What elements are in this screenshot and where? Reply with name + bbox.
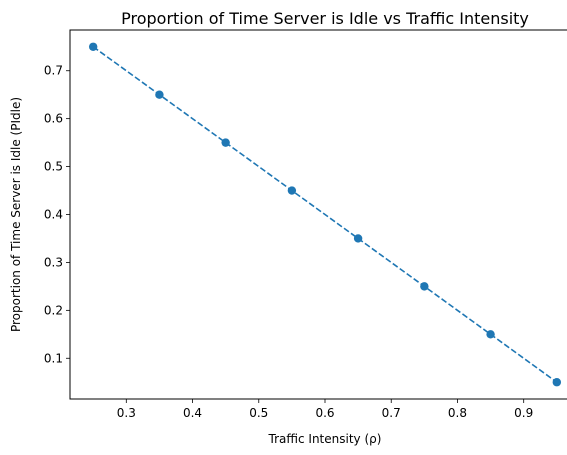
data-point xyxy=(420,282,429,291)
x-tick-label: 0.6 xyxy=(315,406,334,420)
data-point xyxy=(221,138,230,147)
y-tick-label: 0.5 xyxy=(44,160,63,174)
y-axis-label: Proportion of Time Server is Idle (PIdle… xyxy=(9,97,23,332)
plot-frame xyxy=(69,29,567,400)
x-tick-label: 0.8 xyxy=(448,406,467,420)
x-tick-label: 0.7 xyxy=(382,406,401,420)
y-tick-label: 0.4 xyxy=(44,208,63,222)
data-point xyxy=(88,42,98,51)
data-point xyxy=(155,90,164,99)
data-point xyxy=(552,378,562,387)
x-axis-label: Traffic Intensity (ρ) xyxy=(268,432,382,446)
y-tick-label: 0.3 xyxy=(44,255,63,269)
x-tick-label: 0.5 xyxy=(249,406,268,420)
data-point xyxy=(353,234,363,243)
series-line xyxy=(92,46,558,383)
y-axis-ticks: 0.1 0.2 0.3 0.4 0.5 0.6 0.7 xyxy=(44,64,70,365)
x-tick-label: 0.3 xyxy=(117,406,136,420)
y-tick-label: 0.1 xyxy=(44,351,63,365)
data-point xyxy=(287,186,297,195)
y-tick-label: 0.6 xyxy=(44,112,63,126)
data-point xyxy=(486,330,495,339)
x-tick-label: 0.9 xyxy=(514,406,533,420)
x-axis-ticks: 0.3 0.4 0.5 0.6 0.7 0.8 0.9 xyxy=(117,399,533,420)
x-tick-label: 0.4 xyxy=(183,406,202,420)
y-tick-label: 0.2 xyxy=(44,303,63,317)
chart-title: Proportion of Time Server is Idle vs Tra… xyxy=(121,9,529,28)
y-tick-label: 0.7 xyxy=(44,64,63,78)
series-layer xyxy=(88,42,562,387)
